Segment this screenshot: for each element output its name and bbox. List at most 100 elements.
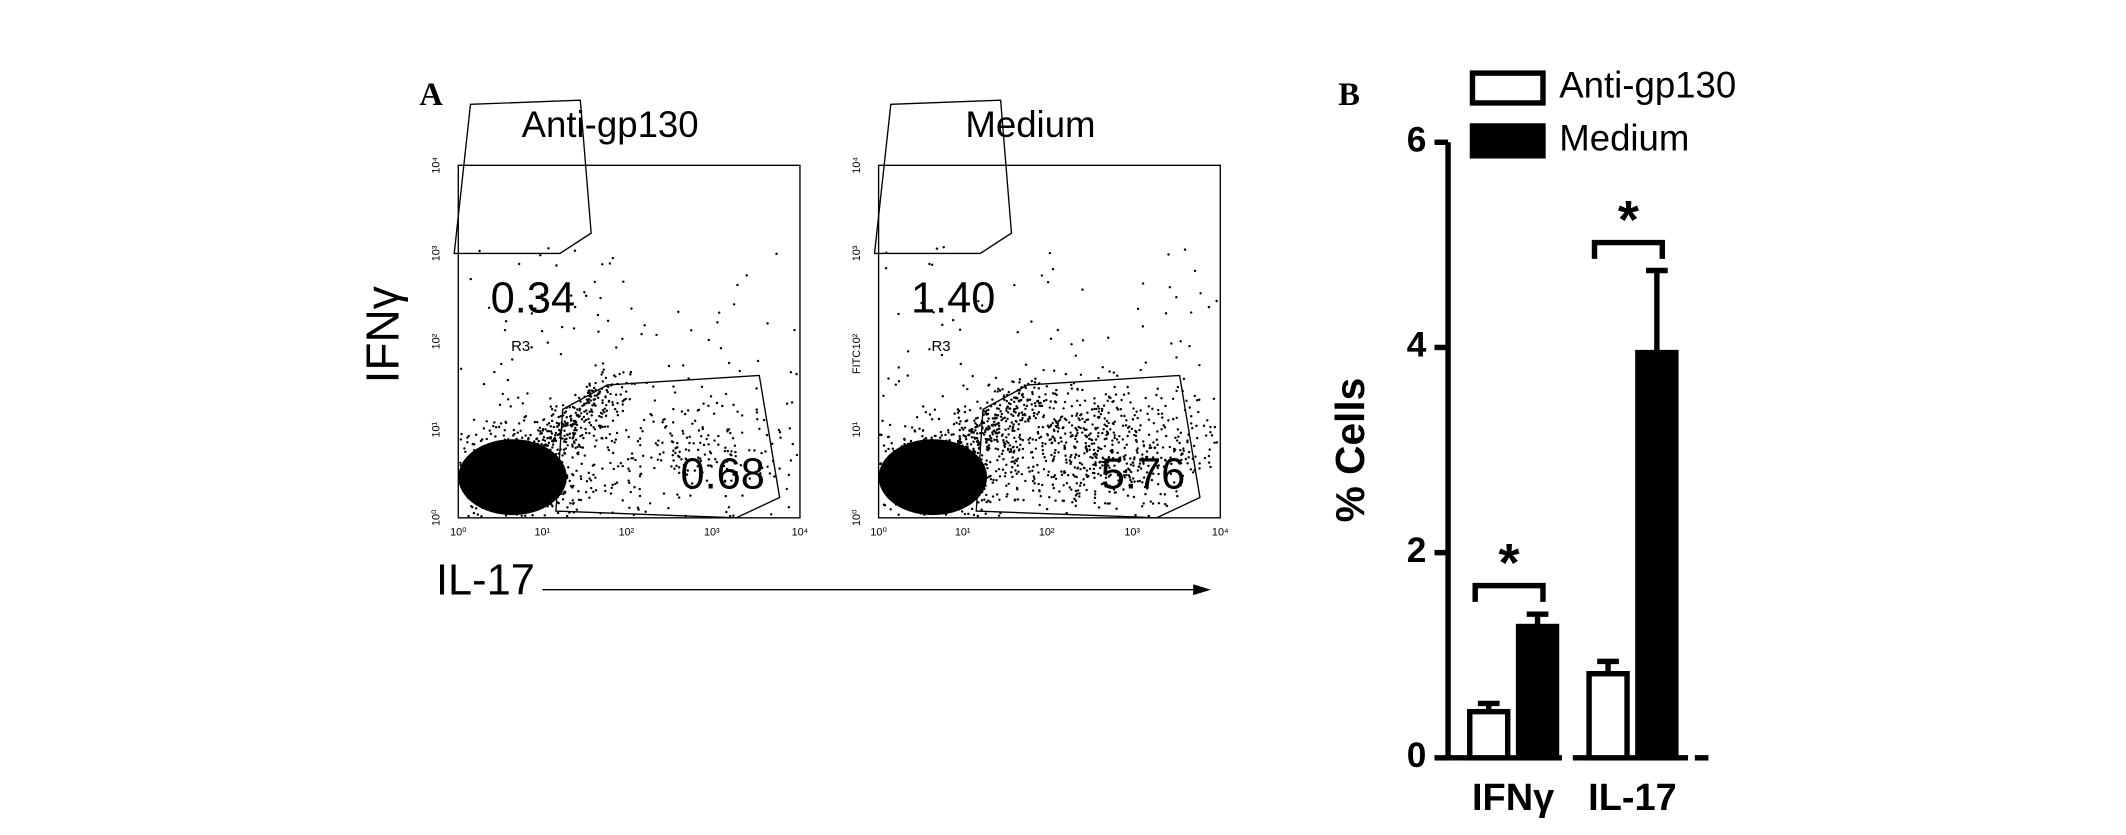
- event-dot: [490, 446, 493, 449]
- event-dot: [1042, 399, 1046, 403]
- event-dot: [535, 437, 538, 441]
- event-dot: [513, 495, 516, 498]
- gate-percent: 5.76: [1101, 451, 1185, 499]
- event-dot: [983, 498, 986, 501]
- event-dot: [481, 506, 484, 510]
- event-dot: [907, 467, 910, 470]
- event-dot: [1046, 280, 1050, 284]
- event-dot: [566, 433, 569, 437]
- event-dot: [573, 249, 577, 252]
- event-dot: [1074, 504, 1077, 508]
- event-dot: [884, 266, 888, 270]
- event-dot: [901, 490, 905, 494]
- event-dot: [503, 469, 506, 473]
- event-dot: [1038, 404, 1041, 407]
- event-dot: [963, 460, 967, 463]
- event-dot: [1186, 441, 1189, 444]
- event-dot: [538, 458, 542, 462]
- event-dot: [942, 495, 946, 498]
- event-dot: [1092, 448, 1096, 452]
- event-dot: [561, 498, 565, 501]
- event-dot: [605, 388, 608, 392]
- event-dot: [1169, 456, 1172, 459]
- event-dot: [1019, 437, 1022, 441]
- event-dot: [672, 449, 675, 452]
- event-dot: [946, 468, 949, 471]
- event-dot: [583, 410, 586, 413]
- event-dot: [948, 441, 951, 444]
- event-dot: [891, 447, 895, 450]
- event-dot: [588, 496, 591, 499]
- event-dot: [1005, 440, 1008, 443]
- event-dot: [1024, 407, 1027, 411]
- event-dot: [1031, 408, 1034, 411]
- event-dot: [1118, 482, 1121, 486]
- event-dot: [1079, 373, 1083, 377]
- event-dot: [556, 448, 559, 451]
- event-dot: [601, 380, 605, 383]
- event-dot: [463, 447, 466, 450]
- event-dot: [544, 457, 548, 460]
- event-dot: [502, 476, 506, 479]
- events: [458, 247, 799, 518]
- event-dot: [925, 493, 929, 496]
- event-dot: [1116, 451, 1119, 455]
- event-dot: [1018, 381, 1021, 384]
- event-dot: [1037, 387, 1041, 390]
- event-dot: [936, 499, 940, 502]
- event-dot: [1024, 420, 1027, 423]
- event-dot: [506, 398, 510, 401]
- event-dot: [969, 469, 972, 473]
- event-dot: [460, 432, 463, 436]
- event-dot: [687, 409, 690, 412]
- event-dot: [756, 418, 759, 421]
- event-dot: [1078, 418, 1081, 422]
- event-dot: [1055, 393, 1058, 397]
- event-dot: [1050, 453, 1053, 457]
- event-dot: [487, 487, 491, 490]
- event-dot: [1047, 470, 1050, 473]
- event-dot: [1031, 489, 1035, 492]
- event-dot: [571, 472, 574, 476]
- event-dot: [691, 422, 694, 425]
- event-dot: [1132, 495, 1136, 499]
- event-dot: [559, 492, 563, 496]
- event-dot: [910, 426, 914, 429]
- event-dot: [890, 442, 893, 445]
- event-dot: [696, 448, 700, 452]
- event-dot: [1075, 412, 1079, 415]
- event-dot: [584, 490, 588, 494]
- event-dot: [1078, 495, 1081, 498]
- event-dot: [496, 479, 499, 482]
- event-dot: [499, 494, 502, 498]
- event-dot: [894, 383, 898, 386]
- event-dot: [1063, 446, 1067, 450]
- event-dot: [585, 385, 589, 389]
- event-dot: [1032, 414, 1036, 418]
- event-dot: [1108, 466, 1111, 470]
- event-dot: [1063, 444, 1066, 447]
- event-dot: [1114, 393, 1118, 396]
- event-dot: [1045, 385, 1049, 388]
- event-dot: [732, 514, 735, 517]
- event-dot: [627, 435, 630, 439]
- event-dot: [1167, 253, 1170, 256]
- event-dot: [1099, 460, 1102, 464]
- event-dot: [707, 458, 711, 461]
- event-dot: [1186, 462, 1189, 465]
- legend-label: Medium: [1559, 118, 1689, 159]
- event-dot: [1058, 490, 1061, 493]
- event-dot: [1105, 430, 1109, 433]
- event-dot: [593, 280, 597, 284]
- event-dot: [942, 497, 946, 501]
- event-dot: [1056, 422, 1060, 425]
- event-dot: [526, 471, 530, 475]
- event-dot: [963, 461, 967, 465]
- event-dot: [676, 493, 679, 496]
- event-dot: [557, 415, 560, 419]
- event-dot: [906, 442, 910, 446]
- event-dot: [945, 439, 948, 442]
- event-dot: [987, 499, 990, 502]
- event-dot: [1167, 419, 1170, 422]
- event-dot: [575, 469, 578, 473]
